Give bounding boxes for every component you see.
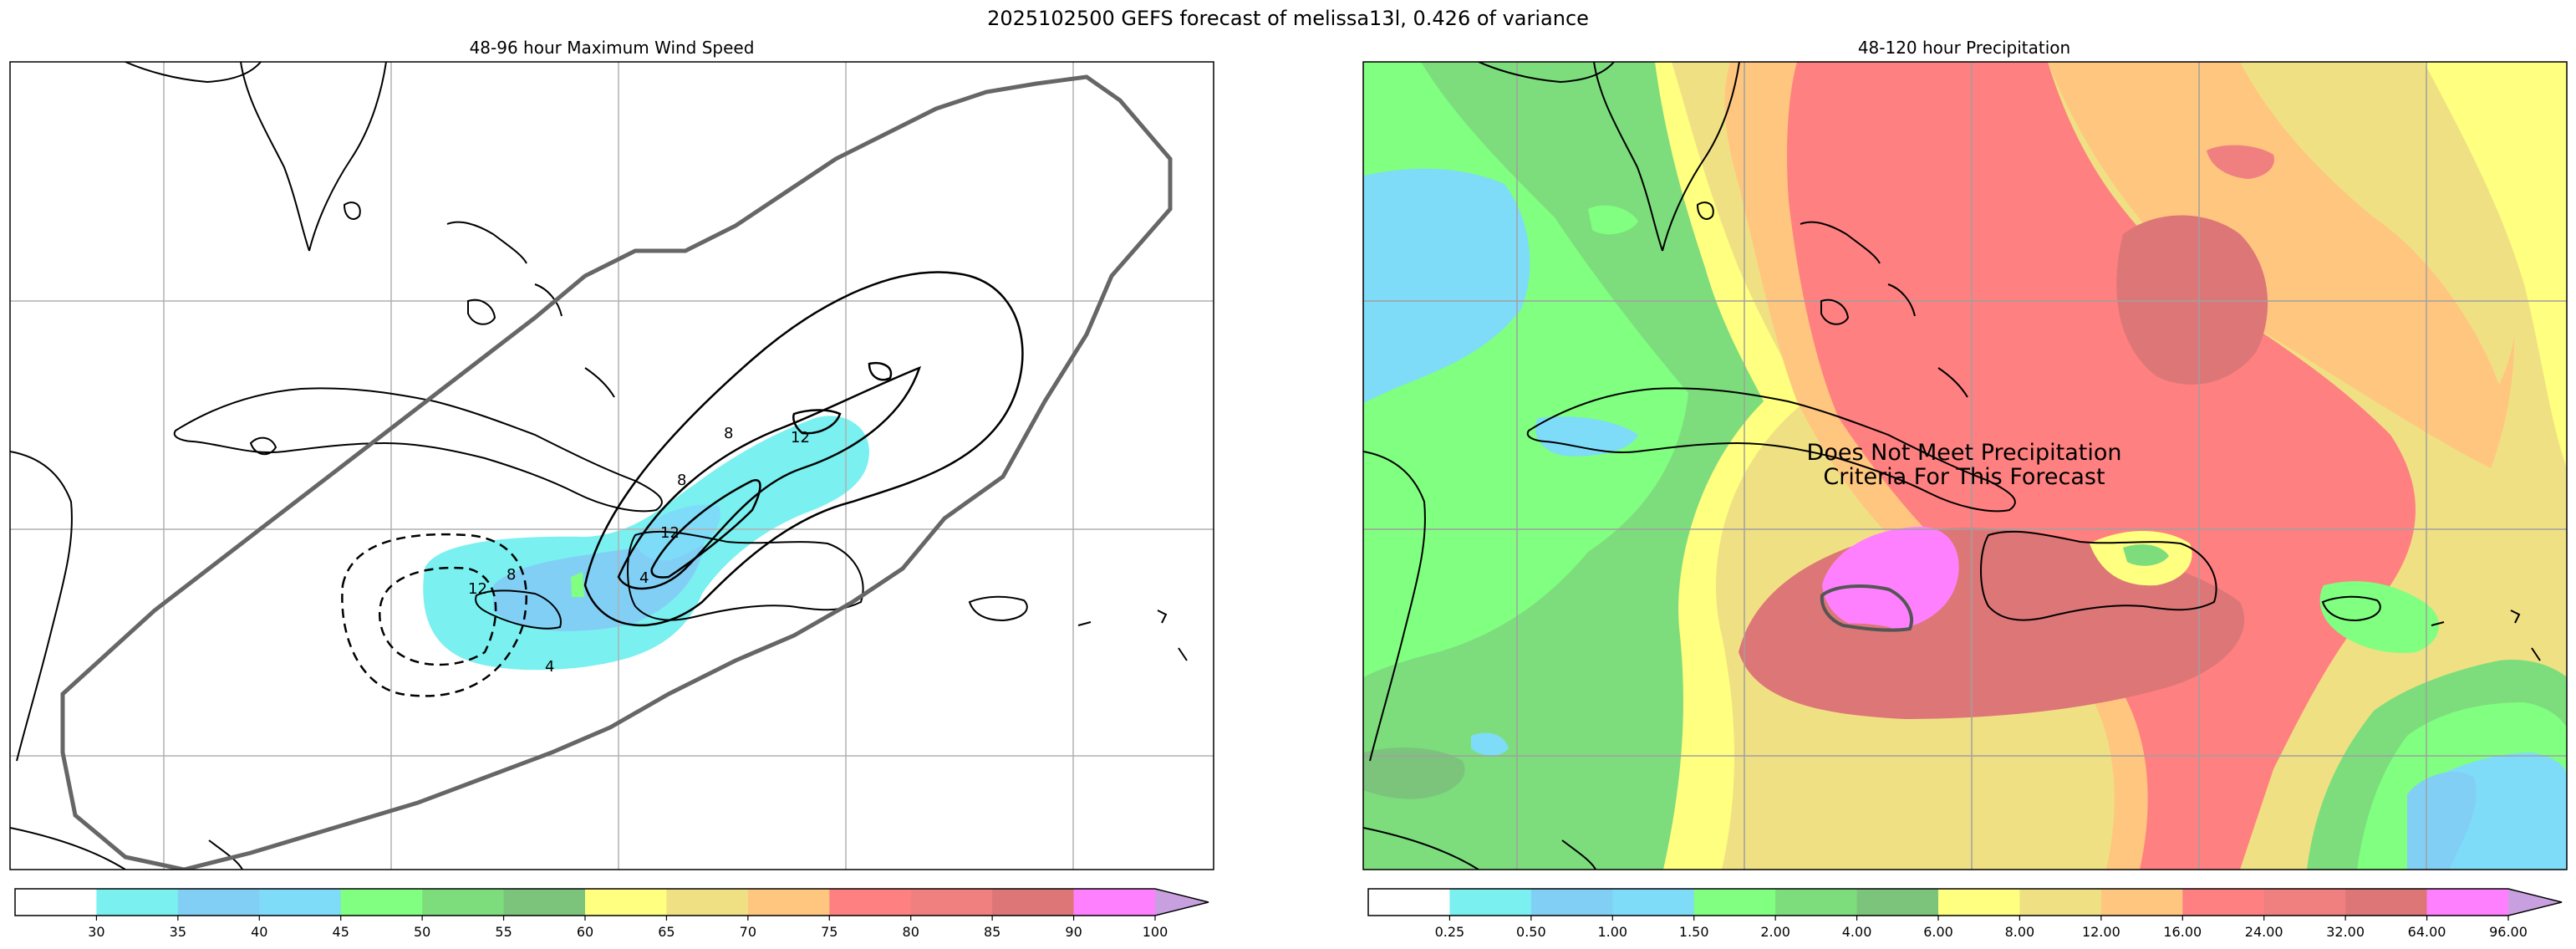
colorbar-segment [1693,889,1776,916]
wind-map: 8 12 8 12 4 8 12 4 [10,62,1214,870]
colorbar-segment [1073,889,1156,916]
colorbar-segment [177,889,260,916]
colorbar-tick-label: 1.00 [1597,924,1627,940]
colorbar-segment [2100,889,2183,916]
colorbar-segment [1449,889,1532,916]
colorbar-tick-label: 35 [170,924,186,940]
contour-label: 8 [677,472,686,489]
contour-label: 8 [724,425,733,442]
colorbar-tick-label: 45 [333,924,349,940]
colorbar-tick-label: 8.00 [2005,924,2035,940]
colorbar-tick-label: 32.00 [2326,924,2365,940]
colorbar-tick-label: 2.00 [1760,924,1790,940]
ensemble-envelope [60,74,1173,870]
precip-fill [1363,62,2567,870]
colorbar-segment [340,889,423,916]
wind-map-background [10,62,1214,870]
wind-panel-title: 48-96 hour Maximum Wind Speed [470,38,755,58]
precip-highlight-outline [1820,584,1913,632]
colorbar-extend-triangle [2508,889,2562,916]
precip-coastlines [1363,62,2541,870]
precip-panel: 48-120 hour Precipitation [1362,38,2568,870]
colorbar-segment [1530,889,1613,916]
colorbar-outline [1367,888,2563,916]
precip-annotation-line2: Criteria For This Forecast [1823,464,2105,490]
colorbar-segment [992,889,1075,916]
colorbar-tick-label: 70 [740,924,756,940]
contour-label: 12 [660,524,680,542]
wind-map-frame [9,61,1214,870]
precip-annotation-line1: Does Not Meet Precipitation [1807,440,2122,466]
colorbar-tick-label: 75 [821,924,837,940]
wind-colorbar: 30 35 40 45 50 55 60 65 70 75 80 85 90 100 [14,888,1209,940]
colorbar-tick-label: 85 [984,924,1000,940]
wind-coastlines [10,62,1188,870]
colorbar-tick-label: 60 [577,924,593,940]
colorbar-segment [2426,889,2509,916]
colorbar-tick-label: 55 [495,924,512,940]
colorbar-segment [2263,889,2346,916]
wind-gridlines [10,62,1214,870]
colorbar-tick-label: 64.00 [2408,924,2446,940]
colorbar-segment [1368,889,1450,916]
colorbar-segment [2182,889,2265,916]
colorbar-segment [1856,889,1939,916]
colorbar-segment [1775,889,1858,916]
colorbar-extend-triangle [1155,889,1209,916]
colorbar-segment [666,889,749,916]
colorbar-tick-label: 40 [251,924,267,940]
colorbar-segment [585,889,667,916]
wind-contour-labels: 8 12 8 12 4 8 12 4 [468,425,810,676]
colorbar-segment [15,889,97,916]
figure-title: 2025102500 GEFS forecast of melissa13l, … [987,7,1589,30]
colorbar-tick-label: 4.00 [1842,924,1872,940]
colorbar-segment [503,889,586,916]
precip-panel-title: 48-120 hour Precipitation [1858,38,2070,58]
colorbar-tick-label: 1.50 [1679,924,1709,940]
colorbar-segment [829,889,912,916]
colorbar-tick-label: 0.50 [1516,924,1546,940]
colorbar-tick-label: 50 [414,924,430,940]
precip-colorbar: 0.25 0.50 1.00 1.50 2.00 4.00 6.00 8.00 12.00 16.… [1367,888,2563,940]
colorbar-outline [14,888,1209,916]
contour-label: 8 [507,566,516,584]
precip-map: Does Not Meet Precipitation Criteria For… [1363,62,2567,870]
colorbar-tick-label: 100 [1143,924,1168,940]
precip-map-frame [1362,61,2568,870]
contour-label: 12 [791,429,810,446]
colorbar-segment [1938,889,2020,916]
precip-gridlines [1363,62,2567,870]
colorbar-tick-label: 65 [658,924,675,940]
colorbar-segment [259,889,342,916]
colorbar-segment [422,889,505,916]
wind-contours-positive [583,271,1024,627]
colorbar-segment [1612,889,1695,916]
colorbar-tick-label: 80 [903,924,919,940]
contour-label: 4 [545,658,554,676]
colorbar-tick-label: 90 [1065,924,1082,940]
colorbar-segment [96,889,179,916]
colorbar-segment [910,889,993,916]
contour-label: 12 [468,580,487,598]
colorbar-tick-label: 6.00 [1923,924,1953,940]
colorbar-segment [747,889,830,916]
wind-panel: 48-96 hour Maximum Wind Speed [9,38,1214,870]
colorbar-tick-label: 24.00 [2245,924,2283,940]
colorbar-tick-label: 12.00 [2082,924,2120,940]
colorbar-tick-label: 16.00 [2163,924,2202,940]
contour-label: 4 [639,569,649,587]
wind-contours-negative [341,533,528,697]
colorbar-segment [2019,889,2102,916]
colorbar-tick-label: 30 [88,924,104,940]
colorbar-segment [2345,889,2428,916]
colorbar-tick-label: 0.25 [1435,924,1465,940]
colorbar-tick-label: 96.00 [2489,924,2528,940]
